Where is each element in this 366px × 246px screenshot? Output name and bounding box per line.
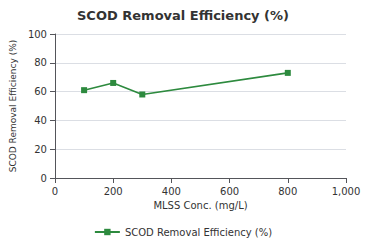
svg-text:0: 0 [41, 173, 47, 184]
svg-text:40: 40 [34, 115, 47, 126]
svg-text:MLSS Conc. (mg/L): MLSS Conc. (mg/L) [153, 200, 247, 211]
svg-text:80: 80 [34, 57, 47, 68]
svg-text:SCOD Removal Efficiency (%): SCOD Removal Efficiency (%) [125, 227, 272, 238]
svg-text:60: 60 [34, 86, 47, 97]
svg-text:600: 600 [220, 186, 239, 197]
svg-text:1,000: 1,000 [332, 186, 361, 197]
svg-text:400: 400 [162, 186, 181, 197]
svg-text:20: 20 [34, 144, 47, 155]
svg-text:200: 200 [104, 186, 123, 197]
svg-text:SCOD Removal Efficiency (%): SCOD Removal Efficiency (%) [8, 40, 18, 173]
svg-text:0: 0 [52, 186, 58, 197]
svg-text:SCOD Removal Efficiency (%): SCOD Removal Efficiency (%) [77, 8, 289, 23]
svg-text:800: 800 [278, 186, 297, 197]
svg-text:100: 100 [28, 29, 47, 40]
